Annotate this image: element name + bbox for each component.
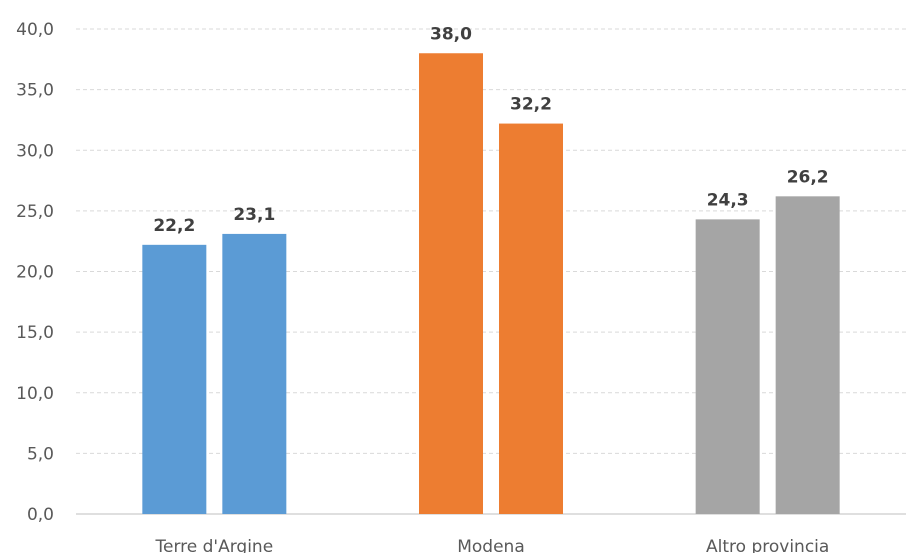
category-label: Altro provincia [706,537,829,553]
data-label: 32,2 [510,95,552,115]
y-tick-label: 0,0 [27,505,54,525]
y-tick-label: 20,0 [16,263,54,283]
bar [695,219,760,515]
y-tick-label: 25,0 [16,202,54,222]
bar [775,196,840,514]
bar [142,244,207,514]
category-label: Modena [457,537,525,553]
grid [76,28,906,515]
y-tick-label: 40,0 [16,20,54,40]
y-tick-label: 15,0 [16,323,54,343]
category-label: Terre d'Argine [155,537,274,553]
y-tick-label: 5,0 [27,444,54,464]
y-tick-label: 30,0 [16,141,54,161]
data-label: 24,3 [707,190,749,210]
bar [222,233,287,514]
bars [142,53,840,515]
data-label: 38,0 [430,24,472,44]
x-axis-categories: Terre d'Argine Modena Altro provincia [155,537,830,553]
bar [419,53,483,514]
data-labels: 22,2 23,1 38,0 32,2 24,3 26,2 [153,24,828,236]
y-tick-label: 10,0 [16,384,54,404]
data-label: 26,2 [787,167,829,187]
bar [499,123,563,514]
y-tick-label: 35,0 [16,81,54,101]
data-label: 23,1 [233,205,275,225]
y-axis-ticks: 0,0 5,0 10,0 15,0 20,0 25,0 30,0 35,0 40,0 [16,20,54,525]
data-label: 22,2 [153,216,195,236]
